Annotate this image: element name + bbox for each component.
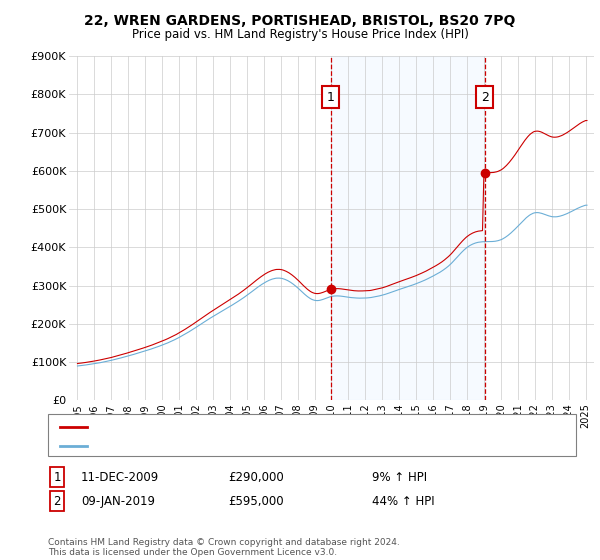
Text: £595,000: £595,000 <box>228 494 284 508</box>
Text: 22, WREN GARDENS, PORTISHEAD, BRISTOL, BS20 7PQ (detached house): 22, WREN GARDENS, PORTISHEAD, BRISTOL, B… <box>93 422 475 432</box>
Text: 11-DEC-2009: 11-DEC-2009 <box>81 470 159 484</box>
Text: 1: 1 <box>327 91 335 104</box>
Text: HPI: Average price, detached house, North Somerset: HPI: Average price, detached house, Nort… <box>93 441 368 451</box>
Text: 1: 1 <box>53 470 61 484</box>
Text: 09-JAN-2019: 09-JAN-2019 <box>81 494 155 508</box>
Text: 44% ↑ HPI: 44% ↑ HPI <box>372 494 434 508</box>
Text: 2: 2 <box>53 494 61 508</box>
Text: 22, WREN GARDENS, PORTISHEAD, BRISTOL, BS20 7PQ: 22, WREN GARDENS, PORTISHEAD, BRISTOL, B… <box>85 14 515 28</box>
Text: 9% ↑ HPI: 9% ↑ HPI <box>372 470 427 484</box>
Text: £290,000: £290,000 <box>228 470 284 484</box>
Bar <box>331 56 485 400</box>
Text: Price paid vs. HM Land Registry's House Price Index (HPI): Price paid vs. HM Land Registry's House … <box>131 28 469 41</box>
Text: 2: 2 <box>481 91 488 104</box>
Text: Contains HM Land Registry data © Crown copyright and database right 2024.
This d: Contains HM Land Registry data © Crown c… <box>48 538 400 557</box>
